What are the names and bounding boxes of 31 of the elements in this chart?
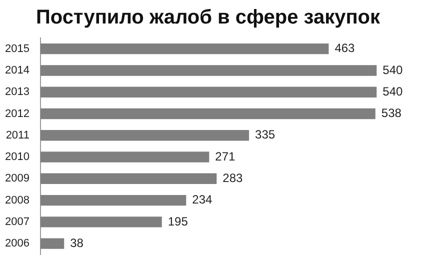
bar [40, 152, 210, 162]
data-label: 271 [215, 149, 236, 164]
bar [40, 65, 377, 76]
data-label: 463 [334, 41, 356, 56]
y-tick-label: 2010 [4, 151, 30, 164]
y-tick-label: 2013 [4, 86, 30, 98]
bar [40, 238, 64, 249]
bar [40, 216, 162, 228]
bar [40, 194, 186, 206]
data-label: 38 [70, 236, 84, 250]
bar [40, 43, 329, 54]
data-label: 540 [382, 62, 403, 77]
data-label: 195 [168, 214, 188, 228]
bar [40, 86, 377, 98]
data-label: 538 [381, 106, 402, 120]
y-tick-label: 2012 [4, 108, 30, 120]
y-tick-label: 2006 [4, 238, 30, 250]
chart-title: Поступило жалоб в сфере закупок [36, 6, 382, 29]
y-tick-label: 2007 [4, 216, 30, 228]
y-tick-label: 2008 [4, 194, 30, 206]
y-tick-label: 2015 [4, 42, 30, 55]
y-tick-label: 2014 [4, 64, 30, 76]
bar [40, 108, 376, 120]
bar [40, 173, 217, 184]
data-label: 335 [255, 128, 276, 142]
data-label: 283 [222, 170, 243, 185]
data-label: 234 [192, 192, 212, 207]
y-tick-label: 2011 [6, 129, 30, 142]
bar [40, 130, 250, 141]
data-label: 540 [382, 84, 403, 98]
y-tick-label: 2009 [4, 172, 30, 185]
